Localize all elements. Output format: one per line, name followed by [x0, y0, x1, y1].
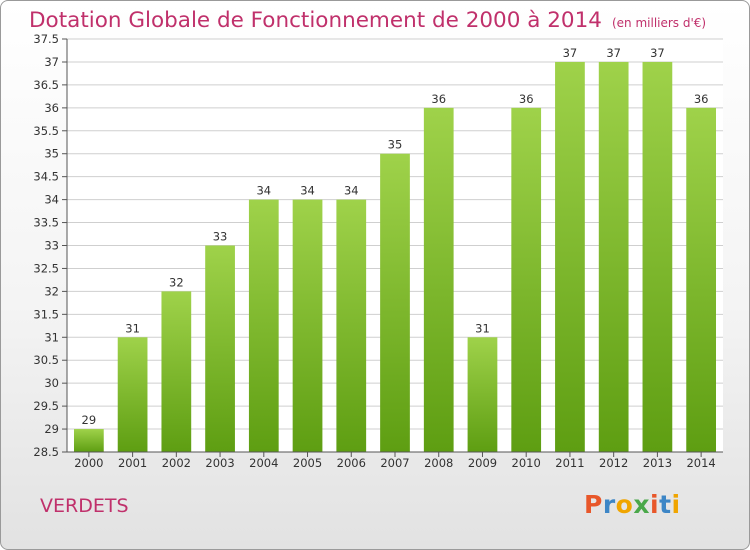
x-tick-label: 2005 — [293, 456, 322, 470]
x-tick-label: 2012 — [599, 456, 628, 470]
x-tick-label: 2011 — [555, 456, 584, 470]
y-tick-label: 32.5 — [33, 261, 59, 275]
bar-2011 — [555, 61, 585, 452]
x-tick-label: 2008 — [424, 456, 453, 470]
bar-2013 — [642, 61, 673, 452]
y-tick-label: 28.5 — [33, 445, 59, 459]
x-tick-label: 2010 — [512, 456, 541, 470]
bar-2007 — [380, 153, 410, 452]
data-label: 31 — [125, 321, 140, 335]
data-label: 37 — [606, 46, 621, 60]
x-tick-label: 2000 — [74, 456, 103, 470]
bar-2002 — [161, 291, 192, 452]
bar-2008 — [423, 107, 454, 452]
x-tick-label: 2013 — [643, 456, 672, 470]
y-tick-label: 29 — [44, 422, 59, 436]
y-tick-label: 30 — [44, 376, 59, 390]
data-label: 29 — [82, 413, 97, 427]
y-tick-label: 30.5 — [33, 353, 59, 367]
data-label: 31 — [475, 321, 490, 335]
bar-2014 — [686, 107, 717, 452]
data-label: 37 — [650, 46, 665, 60]
data-label: 34 — [344, 184, 359, 198]
y-tick-label: 35 — [44, 147, 59, 161]
x-tick-label: 2007 — [380, 456, 409, 470]
chart-subtitle: (en milliers d'€) — [611, 16, 707, 30]
logo-letter: i — [650, 490, 660, 519]
bar-2003 — [205, 245, 235, 452]
x-tick-label: 2003 — [205, 456, 234, 470]
bar-2001 — [117, 337, 148, 452]
y-tick-label: 36.5 — [33, 78, 59, 92]
data-label: 34 — [300, 184, 315, 198]
chart-title-text: Dotation Globale de Fonctionnement de 20… — [29, 8, 602, 33]
logo-letter: t — [659, 490, 672, 519]
y-tick-label: 37 — [44, 55, 59, 69]
data-label: 32 — [169, 275, 184, 289]
y-tick-label: 33.5 — [33, 216, 59, 230]
y-tick-label: 32 — [44, 284, 59, 298]
bar-2009 — [467, 337, 498, 452]
data-label: 35 — [388, 138, 403, 152]
y-tick-label: 33 — [44, 239, 59, 253]
x-tick-label: 2014 — [686, 456, 715, 470]
data-label: 36 — [519, 92, 534, 106]
y-tick-label: 31.5 — [33, 307, 59, 321]
y-tick-label: 31 — [44, 330, 59, 344]
data-label: 36 — [431, 92, 446, 106]
x-tick-label: 2001 — [118, 456, 147, 470]
place-name: VERDETS — [40, 495, 129, 517]
x-tick-label: 2002 — [162, 456, 191, 470]
logo-letter: i — [671, 490, 681, 519]
logo-letter: x — [633, 490, 650, 519]
bar-2005 — [292, 199, 323, 452]
proxiti-logo: Proxiti — [584, 490, 681, 519]
logo-letter: P — [584, 490, 603, 519]
bar-2012 — [598, 61, 629, 452]
data-label: 36 — [694, 92, 709, 106]
y-tick-label: 29.5 — [33, 399, 59, 413]
logo-letter: o — [615, 490, 634, 519]
data-label: 33 — [213, 230, 228, 244]
y-tick-label: 35.5 — [33, 124, 59, 138]
bar-2006 — [336, 199, 367, 452]
y-tick-label: 37.5 — [33, 32, 59, 46]
bar-2000 — [73, 429, 104, 452]
y-tick-label: 34.5 — [33, 170, 59, 184]
logo-letter: r — [602, 490, 616, 519]
data-label: 37 — [563, 46, 578, 60]
x-tick-label: 2004 — [249, 456, 278, 470]
y-tick-label: 34 — [44, 193, 59, 207]
bar-2010 — [511, 107, 542, 452]
bar-2004 — [248, 199, 279, 452]
x-tick-label: 2009 — [468, 456, 497, 470]
y-tick-label: 36 — [44, 101, 59, 115]
chart-title: Dotation Globale de Fonctionnement de 20… — [29, 8, 706, 33]
data-label: 34 — [256, 184, 271, 198]
x-tick-label: 2006 — [337, 456, 366, 470]
